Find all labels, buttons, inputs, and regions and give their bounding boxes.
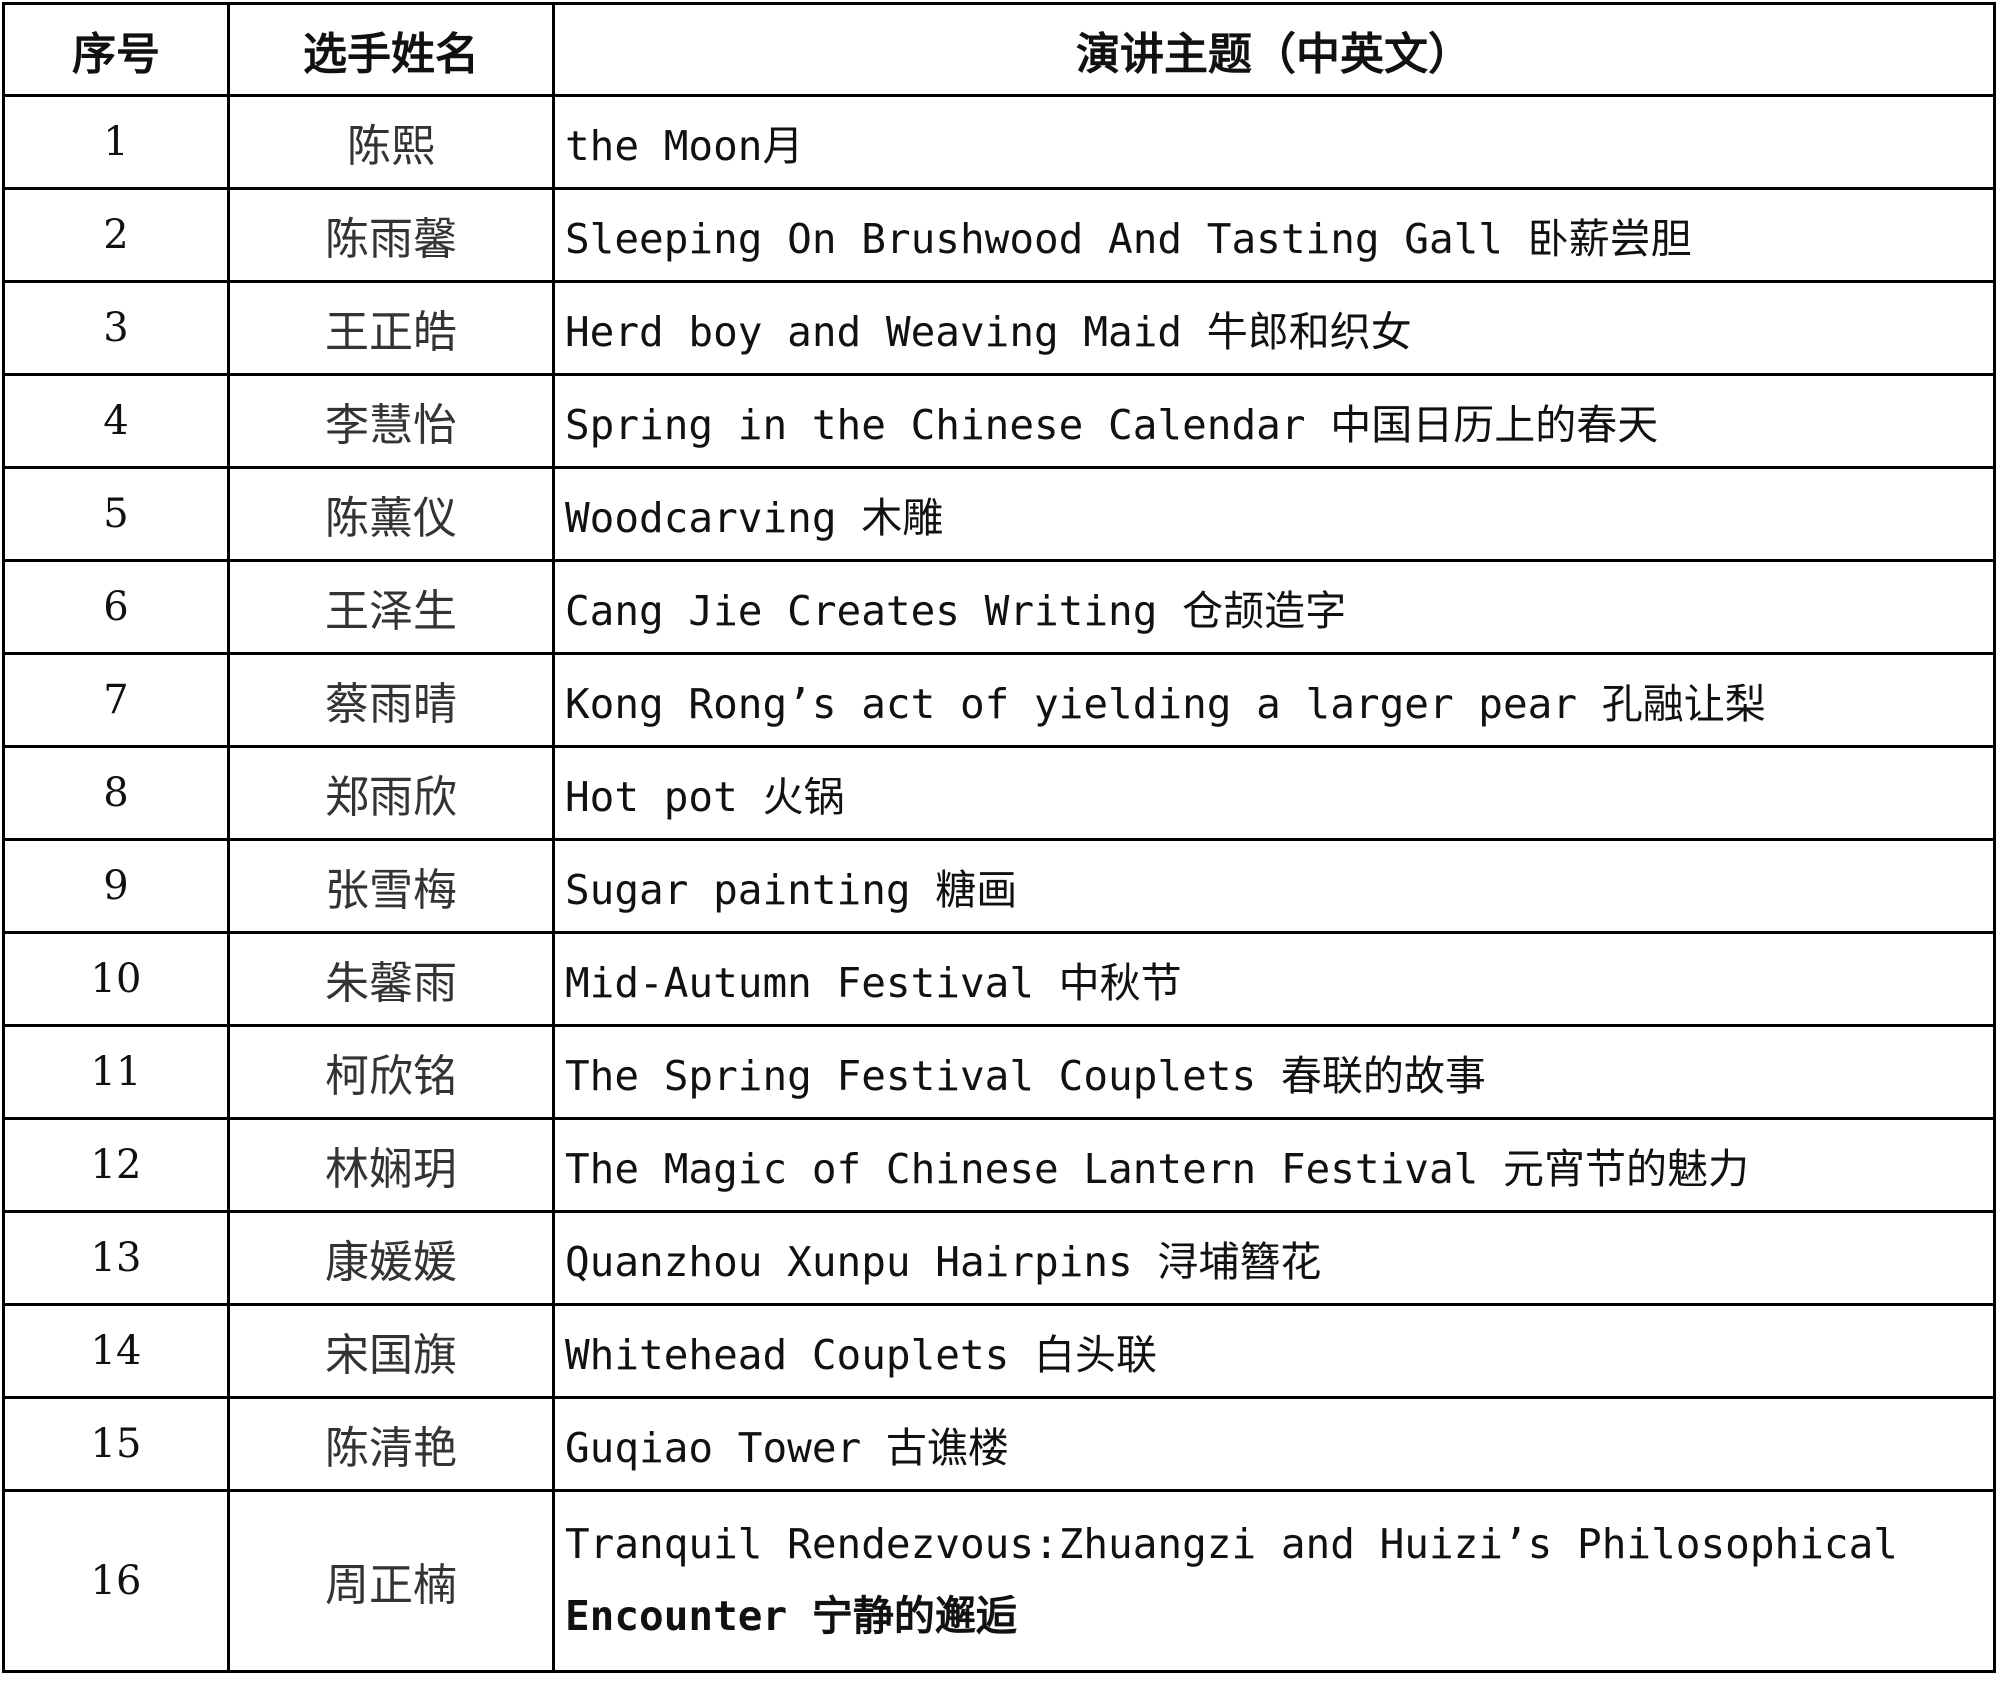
speech-topic: Guqiao Tower 古谯楼 — [552, 1396, 1996, 1492]
table-row: 12 林娴玥 The Magic of Chinese Lantern Festiv… — [2, 1117, 1996, 1213]
contestant-name: 陈雨馨 — [227, 187, 555, 283]
row-index: 3 — [2, 280, 230, 376]
row-index: 4 — [2, 373, 230, 469]
row-index: 2 — [2, 187, 230, 283]
speech-topic: The Spring Festival Couplets 春联的故事 — [552, 1024, 1996, 1120]
row-index: 12 — [2, 1117, 230, 1213]
contestant-name: 李慧怡 — [227, 373, 555, 469]
table-row: 5 陈薰仪 Woodcarving 木雕 — [2, 466, 1996, 562]
speech-topic: Woodcarving 木雕 — [552, 466, 1996, 562]
table-row: 3 王正皓 Herd boy and Weaving Maid 牛郎和织女 — [2, 280, 1996, 376]
row-index: 16 — [2, 1489, 230, 1673]
contestant-name: 周正楠 — [227, 1489, 555, 1673]
speech-topic: the Moon月 — [552, 94, 1996, 190]
row-index: 11 — [2, 1024, 230, 1120]
row-index: 5 — [2, 466, 230, 562]
speech-topic: Hot pot 火锅 — [552, 745, 1996, 841]
speech-topic: The Magic of Chinese Lantern Festival 元宵… — [552, 1117, 1996, 1213]
contestant-name: 王正皓 — [227, 280, 555, 376]
row-index: 7 — [2, 652, 230, 748]
row-index: 15 — [2, 1396, 230, 1492]
header-row: 序号 选手姓名 演讲主题（中英文） — [2, 2, 1996, 97]
header-topic: 演讲主题（中英文） — [552, 2, 1996, 97]
contestant-name: 陈熙 — [227, 94, 555, 190]
speech-topic: Sleeping On Brushwood And Tasting Gall 卧… — [552, 187, 1996, 283]
contestant-name: 林娴玥 — [227, 1117, 555, 1213]
contestant-name: 陈薰仪 — [227, 466, 555, 562]
speech-topic: Herd boy and Weaving Maid 牛郎和织女 — [552, 280, 1996, 376]
table-row: 16 周正楠 Tranquil Rendezvous:Zhuangzi and Hu… — [2, 1489, 1996, 1673]
table-row: 1 陈熙 the Moon月 — [2, 94, 1996, 190]
speech-topic: Spring in the Chinese Calendar 中国日历上的春天 — [552, 373, 1996, 469]
row-index: 6 — [2, 559, 230, 655]
speech-topic-line1: Tranquil Rendezvous:Zhuangzi and Huizi’s… — [565, 1520, 1898, 1568]
contestant-name: 王泽生 — [227, 559, 555, 655]
table-row: 10 朱馨雨 Mid-Autumn Festival 中秋节 — [2, 931, 1996, 1027]
contestant-name: 宋国旗 — [227, 1303, 555, 1399]
row-index: 13 — [2, 1210, 230, 1306]
speech-topic: Whitehead Couplets 白头联 — [552, 1303, 1996, 1399]
contestant-name: 陈清艳 — [227, 1396, 555, 1492]
row-index: 1 — [2, 94, 230, 190]
speech-topic: Sugar painting 糖画 — [552, 838, 1996, 934]
speech-topic-line2: Encounter 宁静的邂逅 — [565, 1592, 1017, 1640]
contestant-name: 张雪梅 — [227, 838, 555, 934]
speech-topic: Quanzhou Xunpu Hairpins 浔埔簪花 — [552, 1210, 1996, 1306]
contestant-name: 蔡雨晴 — [227, 652, 555, 748]
row-index: 9 — [2, 838, 230, 934]
header-name: 选手姓名 — [227, 2, 555, 97]
table-row: 7 蔡雨晴 Kong Rong’s act of yielding a larger… — [2, 652, 1996, 748]
row-index: 10 — [2, 931, 230, 1027]
table-row: 11 柯欣铭 The Spring Festival Couplets 春联的故事 — [2, 1024, 1996, 1120]
table-row: 9 张雪梅 Sugar painting 糖画 — [2, 838, 1996, 934]
contestant-name: 康媛媛 — [227, 1210, 555, 1306]
table-row: 13 康媛媛 Quanzhou Xunpu Hairpins 浔埔簪花 — [2, 1210, 1996, 1306]
speech-topic: Mid-Autumn Festival 中秋节 — [552, 931, 1996, 1027]
row-index: 8 — [2, 745, 230, 841]
table-row: 2 陈雨馨 Sleeping On Brushwood And Tasting Ga… — [2, 187, 1996, 283]
speech-topic: Kong Rong’s act of yielding a larger pea… — [552, 652, 1996, 748]
contestant-name: 朱馨雨 — [227, 931, 555, 1027]
table-row: 6 王泽生 Cang Jie Creates Writing 仓颉造字 — [2, 559, 1996, 655]
table-row: 14 宋国旗 Whitehead Couplets 白头联 — [2, 1303, 1996, 1399]
contestant-name: 柯欣铭 — [227, 1024, 555, 1120]
speech-topic: Tranquil Rendezvous:Zhuangzi and Huizi’s… — [552, 1489, 1996, 1673]
speech-topic: Cang Jie Creates Writing 仓颉造字 — [552, 559, 1996, 655]
table-row: 15 陈清艳 Guqiao Tower 古谯楼 — [2, 1396, 1996, 1492]
contestant-name: 郑雨欣 — [227, 745, 555, 841]
table-row: 4 李慧怡 Spring in the Chinese Calendar 中国日历上… — [2, 373, 1996, 469]
table-row: 8 郑雨欣 Hot pot 火锅 — [2, 745, 1996, 841]
row-index: 14 — [2, 1303, 230, 1399]
header-index: 序号 — [2, 2, 230, 97]
